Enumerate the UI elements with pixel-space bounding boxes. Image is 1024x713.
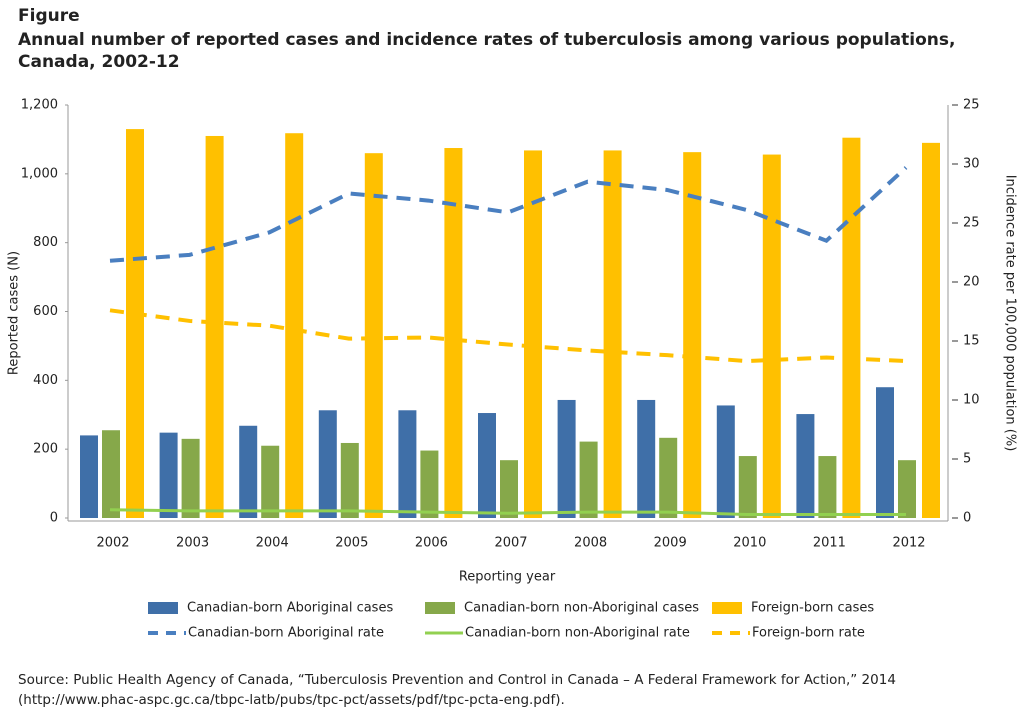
bar [842, 137, 861, 518]
y2-tick-label: 30 [963, 157, 980, 172]
bar [364, 153, 383, 518]
bar [398, 410, 417, 518]
bar [898, 460, 916, 518]
bar [126, 129, 144, 518]
bar [181, 438, 200, 518]
bar [796, 414, 815, 518]
bar [340, 442, 359, 518]
line [109, 166, 908, 263]
bar [285, 133, 304, 518]
legend-label: Canadian-born non-Aboriginal rate [465, 626, 690, 641]
bar [738, 456, 757, 518]
x-tick-label: 2005 [335, 536, 368, 551]
legend-swatch [712, 602, 742, 614]
y-tick-label: 1,000 [21, 166, 58, 181]
source: (http://www.phac-aspc.gc.ca/tbpc-latb/pu… [18, 692, 565, 708]
bar [500, 460, 518, 518]
y-tick-label: 600 [33, 304, 58, 319]
y2-tick-label: 20 [963, 275, 980, 290]
x-tick-label: 2002 [96, 536, 129, 551]
bar [762, 154, 781, 518]
chart-title: Canada, 2002-12 [18, 52, 180, 72]
bar [683, 152, 702, 519]
legend-label: Foreign-born cases [751, 601, 874, 616]
x-tick-label: 2004 [256, 536, 289, 551]
bar [444, 148, 463, 519]
figure-label: Figure [18, 6, 80, 26]
y-tick-label: 200 [33, 442, 58, 457]
legend-label: Canadian-born Aboriginal rate [188, 626, 384, 641]
chart-title: Annual number of reported cases and inci… [18, 30, 955, 50]
legend-label: Canadian-born non-Aboriginal cases [464, 601, 699, 616]
x-tick-label: 2009 [654, 536, 687, 551]
y2-tick-label: 10 [963, 393, 980, 408]
bar [524, 150, 542, 518]
legend-swatch [148, 602, 178, 614]
x-tick-label: 2008 [574, 536, 607, 551]
x-tick-label: 2003 [176, 536, 209, 551]
y2-tick-label: 25 [963, 98, 980, 113]
y2-tick-label: 5 [963, 452, 971, 467]
bar [557, 399, 576, 518]
bar [818, 456, 837, 518]
legend-label: Canadian-born Aboriginal cases [187, 601, 393, 616]
bar [80, 435, 98, 518]
bar [261, 445, 280, 518]
y-tick-label: 0 [50, 511, 58, 526]
source: Source: Public Health Agency of Canada, … [18, 672, 896, 688]
bar [603, 150, 622, 518]
bar [478, 413, 496, 518]
bar [716, 405, 735, 518]
bar [205, 135, 224, 518]
x-tick-label: 2007 [494, 536, 527, 551]
legend-swatch [425, 602, 455, 614]
bar [579, 441, 598, 518]
x-tick-label: 2010 [733, 536, 766, 551]
bar [318, 410, 337, 518]
bar [239, 425, 258, 518]
y2-tick-label: 0 [963, 511, 971, 526]
y-tick-label: 1,200 [21, 98, 58, 113]
y-tick-label: 800 [33, 235, 58, 250]
y2-tick-label: 15 [963, 334, 980, 349]
bar [102, 430, 120, 518]
x-tick-label: 2006 [415, 536, 448, 551]
x-axis-label: Reporting year [459, 570, 556, 585]
y2-axis-label: Incidence rate per 100,000 population (%… [1003, 175, 1018, 452]
bar [659, 437, 678, 518]
legend-label: Foreign-born rate [752, 626, 865, 641]
bar [420, 450, 439, 518]
y2-tick-label: 25 [963, 216, 980, 231]
x-tick-label: 2012 [892, 536, 925, 551]
bar [159, 432, 178, 518]
bar [876, 387, 894, 518]
bar [922, 142, 940, 518]
bar [637, 399, 656, 518]
line [109, 508, 906, 516]
line [109, 308, 907, 364]
y-tick-label: 400 [33, 373, 58, 388]
y-axis-label: Reported cases (N) [7, 251, 22, 375]
x-tick-label: 2011 [813, 536, 846, 551]
